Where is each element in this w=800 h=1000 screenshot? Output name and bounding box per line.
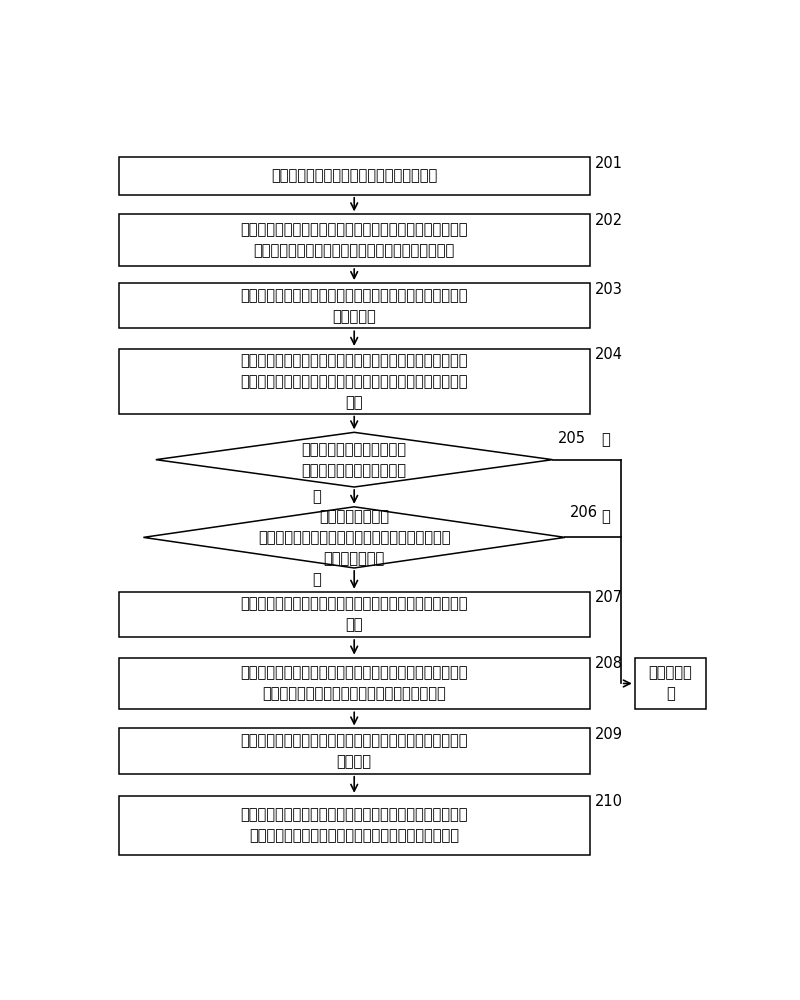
FancyBboxPatch shape [118,796,590,855]
Text: 205: 205 [558,431,586,446]
Text: 用户终端确定上述
音频信号的信号频率，并判断该信号频率是否处于
预设频率范围内: 用户终端确定上述 音频信号的信号频率，并判断该信号频率是否处于 预设频率范围内 [258,509,450,566]
Text: 209: 209 [594,727,622,742]
Text: 是: 是 [313,489,322,504]
Text: 201: 201 [594,156,622,171]
Polygon shape [156,432,553,487]
Text: 用户终端确定上述接触操作的接触类型以及上述接触操作的
接触参数: 用户终端确定上述接触操作的接触类型以及上述接触操作的 接触参数 [241,733,468,769]
FancyBboxPatch shape [118,658,590,709]
Text: 用户终端确定由上述固体传导麦克风将上述振动信号转化而
成的音频信号，并分析该音频信号，得到该音频信号的音频
节奏: 用户终端确定由上述固体传导麦克风将上述振动信号转化而 成的音频信号，并分析该音频… [241,353,468,410]
Text: 用户终端将用户终端的屏幕状态由上述休眠状态切换为唤醒
状态: 用户终端将用户终端的屏幕状态由上述休眠状态切换为唤醒 状态 [241,596,468,632]
FancyBboxPatch shape [118,214,590,266]
Text: 207: 207 [594,590,623,605]
Text: 用户终端检测是否需要休眠用户终端的屏幕: 用户终端检测是否需要休眠用户终端的屏幕 [271,169,438,184]
FancyBboxPatch shape [118,283,590,328]
Polygon shape [143,507,565,568]
Text: 203: 203 [594,282,622,297]
Text: 结束本次流
程: 结束本次流 程 [649,665,692,701]
FancyBboxPatch shape [118,592,590,637]
Text: 用户终端判断上述音频节奏
是否与预设音频节奏相匹配: 用户终端判断上述音频节奏 是否与预设音频节奏相匹配 [302,442,406,478]
FancyBboxPatch shape [634,658,706,709]
Text: 是: 是 [313,572,322,587]
FancyBboxPatch shape [118,728,590,774]
FancyBboxPatch shape [118,157,590,195]
Text: 用户终端通过上述固体传导麦克风检测用户终端的壳体传输
的振动信号: 用户终端通过上述固体传导麦克风检测用户终端的壳体传输 的振动信号 [241,288,468,324]
Text: 206: 206 [570,505,598,520]
Text: 当用户终端的屏幕处于唤醒状态时，用户终端通过上述固体
传导麦克风检测针对用户终端的壳体的接触操作: 当用户终端的屏幕处于唤醒状态时，用户终端通过上述固体 传导麦克风检测针对用户终端… [241,665,468,701]
Text: 否: 否 [601,509,610,524]
Text: 当需要休眠用户终端的屏幕时，用户终端将用户终端的屏幕
切换为休眠状态并启动用户终端上的固体传导麦克风: 当需要休眠用户终端的屏幕时，用户终端将用户终端的屏幕 切换为休眠状态并启动用户终… [241,222,468,258]
Text: 否: 否 [601,432,610,447]
Text: 202: 202 [594,213,623,228]
Text: 204: 204 [594,347,622,362]
Text: 208: 208 [594,656,622,671]
Text: 用户终端根据上述接触类型以及上述接触参数，确定上述接
触操作对应的操作指令，并执行该操作指令对应的操作: 用户终端根据上述接触类型以及上述接触参数，确定上述接 触操作对应的操作指令，并执… [241,807,468,843]
FancyBboxPatch shape [118,349,590,414]
Text: 210: 210 [594,794,622,809]
